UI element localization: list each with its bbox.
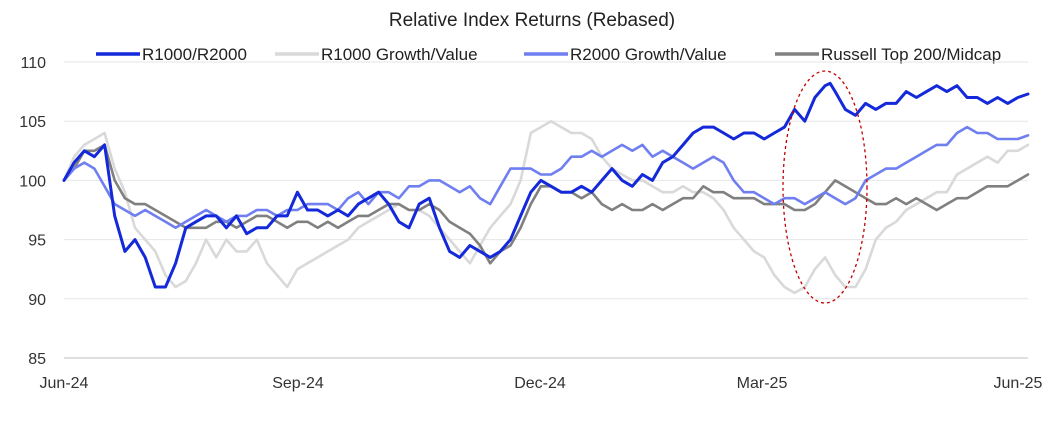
x-tick-label: Jun-24: [40, 375, 89, 392]
legend-label: Russell Top 200/Midcap: [821, 45, 1001, 64]
series-line-r1000-growth-value: [62, 119, 1030, 295]
x-tick-label: Sep-24: [272, 375, 324, 392]
y-tick-label: 100: [19, 173, 46, 190]
series-lines: [62, 81, 1030, 295]
x-axis: Jun-24 Sep-24 Dec-24 Mar-25 Jun-25: [40, 357, 1043, 392]
y-tick-label: 85: [28, 351, 46, 368]
legend-label: R2000 Growth/Value: [570, 45, 727, 64]
x-tick-label: Mar-25: [737, 375, 788, 392]
chart-legend: R1000/R2000 R1000 Growth/Value R2000 Growt…: [96, 45, 1001, 64]
annotation: [782, 70, 868, 304]
x-tick-label: Dec-24: [514, 375, 566, 392]
series-line-r2000-growth-value: [62, 125, 1030, 230]
y-tick-label: 90: [28, 292, 46, 309]
y-tick-label: 110: [20, 55, 46, 72]
legend-label: R1000 Growth/Value: [321, 45, 478, 64]
y-tick-label: 95: [28, 233, 46, 250]
y-axis: 85 90 95 100 105 110: [19, 55, 46, 368]
y-tick-label: 105: [19, 114, 46, 131]
highlight-ellipse: [782, 70, 868, 304]
legend-label: R1000/R2000: [142, 45, 247, 64]
chart-title: Relative Index Returns (Rebased): [389, 10, 675, 31]
x-tick-label: Jun-25: [994, 375, 1043, 392]
series-line-r1000-r2000: [62, 81, 1030, 289]
